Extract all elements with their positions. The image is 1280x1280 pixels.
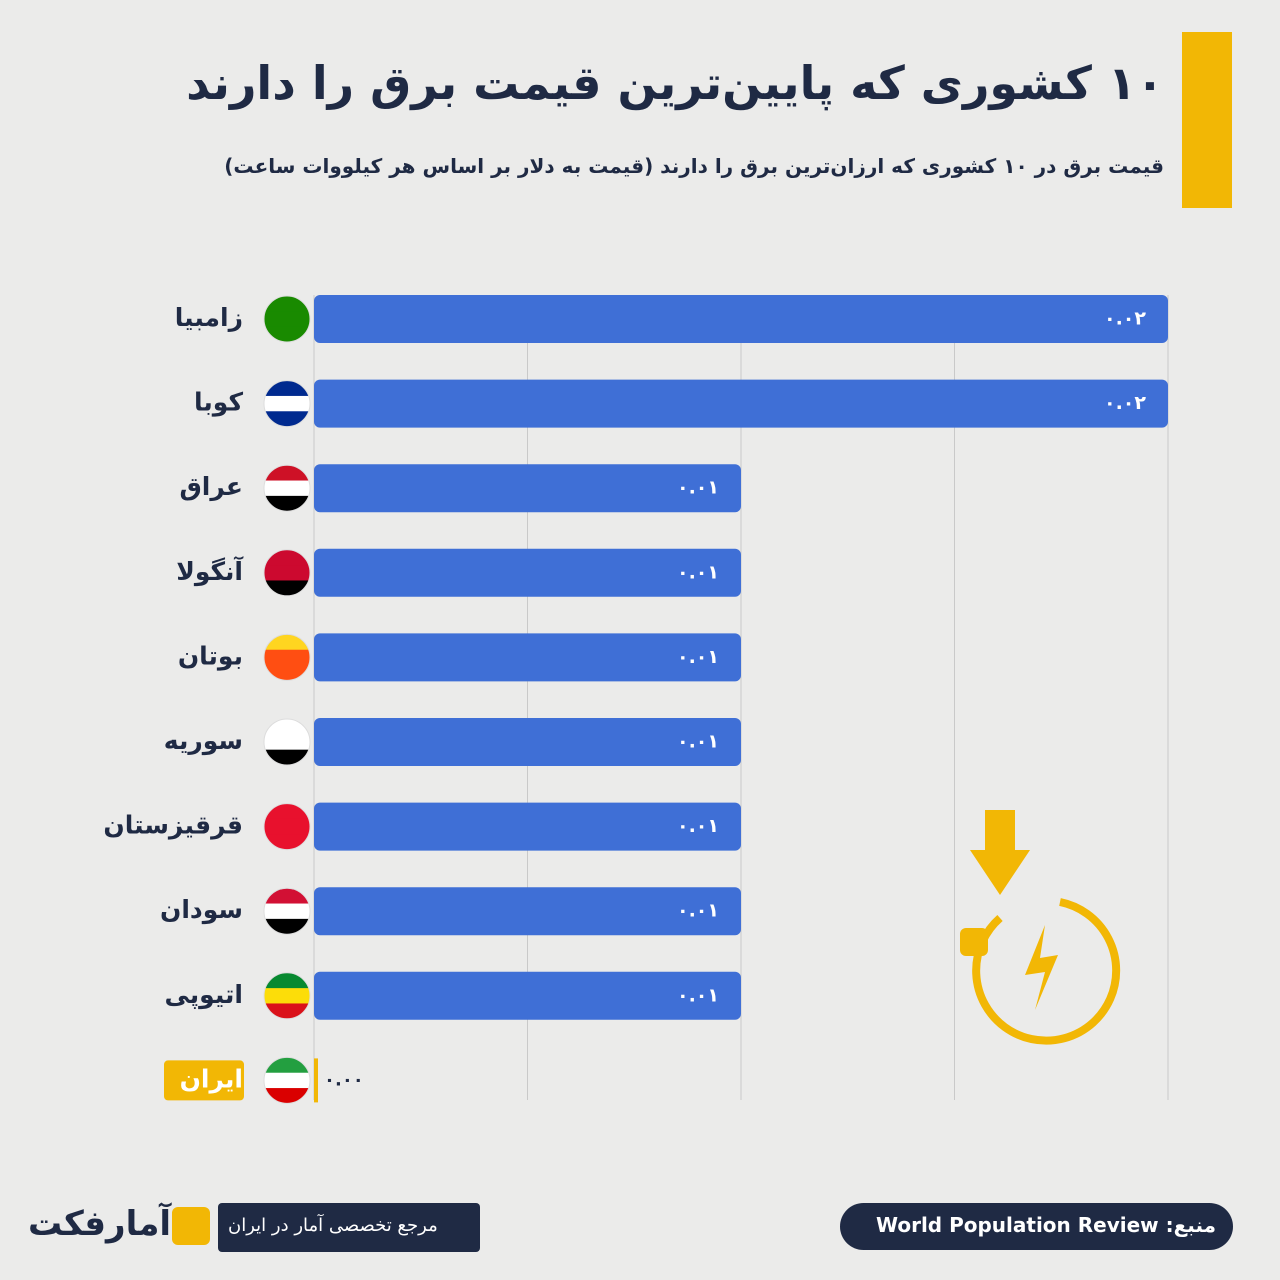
category-label: اتیوپی	[164, 980, 243, 1010]
value-label: ۰.۰۰	[324, 1069, 364, 1090]
flag-border	[263, 718, 311, 766]
value-label: ۰.۰۱	[677, 815, 719, 837]
flag-stripe	[264, 465, 310, 482]
category-label: کوبا	[194, 388, 243, 418]
category-label: بوتان	[178, 641, 243, 671]
flag-stripe	[264, 565, 310, 581]
value-label: ۰.۰۱	[677, 477, 719, 499]
flag-stripe	[264, 903, 310, 920]
flag-stripe	[264, 888, 310, 905]
flag	[264, 803, 310, 850]
flag-stripe	[264, 326, 310, 342]
flag-stripe	[264, 1072, 310, 1089]
flag-stripe	[264, 495, 310, 512]
source-pill	[840, 1203, 1233, 1250]
flag-stripe	[264, 1003, 310, 1019]
flag-stripe	[264, 972, 310, 989]
flag	[264, 549, 310, 596]
bar	[314, 548, 741, 597]
bar	[314, 802, 741, 851]
flag-border	[263, 887, 311, 935]
accent-bar	[1182, 32, 1232, 208]
flag-stripe	[264, 580, 310, 596]
chart-title: ۱۰ کشوری که پایین‌ترین قیمت برق را دارند	[186, 56, 1164, 110]
flag-stripe	[264, 634, 310, 651]
flag-stripe	[264, 395, 310, 412]
value-label: ۰.۰۱	[677, 561, 719, 583]
bar	[314, 718, 741, 766]
flag	[264, 296, 310, 342]
value-label: ۰.۰۱	[677, 900, 719, 922]
flag-border	[263, 803, 311, 851]
tagline: مرجع تخصصی آمار در ایران	[228, 1215, 438, 1236]
bar	[314, 295, 1168, 343]
category-label: سوریه	[164, 726, 243, 756]
bar	[314, 887, 741, 936]
category-label: ایران	[180, 1064, 243, 1094]
flag-stripe	[264, 411, 310, 427]
flag-stripe	[264, 818, 310, 835]
tagline-box	[218, 1203, 480, 1252]
category-label: سودان	[160, 895, 243, 925]
flag	[264, 1057, 310, 1104]
flag-stripe	[264, 918, 310, 935]
bar	[314, 1058, 318, 1103]
flag-border	[263, 464, 311, 512]
value-label: ۰.۰۲	[1104, 392, 1146, 414]
flag-stripe	[264, 649, 310, 666]
flag	[264, 888, 310, 935]
flag-stripe	[264, 311, 310, 328]
flag	[264, 972, 310, 1019]
value-label: ۰.۰۲	[1104, 308, 1146, 330]
category-label: آنگولا	[176, 556, 244, 587]
flag-stripe	[264, 834, 310, 850]
flag-border	[263, 380, 311, 428]
flag-stripe	[264, 1088, 310, 1104]
flag-stripe	[264, 480, 310, 497]
flag-border	[263, 633, 311, 681]
flag-stripe	[264, 803, 310, 820]
flag-border	[263, 295, 311, 343]
category-label: قرقیزستان	[103, 811, 243, 841]
flag-border	[263, 549, 311, 597]
bar	[314, 971, 741, 1020]
chart-subtitle: قیمت برق در ۱۰ کشوری که ارزان‌ترین برق ر…	[224, 154, 1164, 178]
category-label: زامبیا	[175, 303, 243, 332]
bar	[314, 464, 741, 513]
flag	[264, 719, 310, 765]
flag	[264, 380, 310, 427]
bar	[314, 379, 1168, 428]
flag-stripe	[264, 719, 310, 735]
value-label: ۰.۰۱	[677, 984, 719, 1006]
flag	[264, 634, 310, 681]
flag-stripe	[264, 380, 310, 397]
power-icon	[960, 810, 1121, 1045]
source: منبع: World Population Review	[876, 1213, 1216, 1237]
flag-border	[263, 1056, 311, 1104]
flag-stripe	[264, 549, 310, 566]
flag-stripe	[264, 749, 310, 765]
flag-stripe	[264, 296, 310, 312]
category-label: عراق	[179, 472, 243, 502]
bar	[314, 633, 741, 682]
flag-stripe	[264, 665, 310, 681]
flag-stripe	[264, 734, 310, 751]
logo: آمارفکت	[28, 1204, 172, 1244]
value-label: ۰.۰۱	[677, 646, 719, 668]
value-label: ۰.۰۱	[677, 731, 719, 753]
flag-stripe	[264, 988, 310, 1004]
flag	[264, 465, 310, 512]
flag-border	[263, 972, 311, 1020]
flag-stripe	[264, 1057, 310, 1074]
highlight-label-box	[164, 1060, 244, 1101]
tagline-icon	[172, 1207, 210, 1245]
